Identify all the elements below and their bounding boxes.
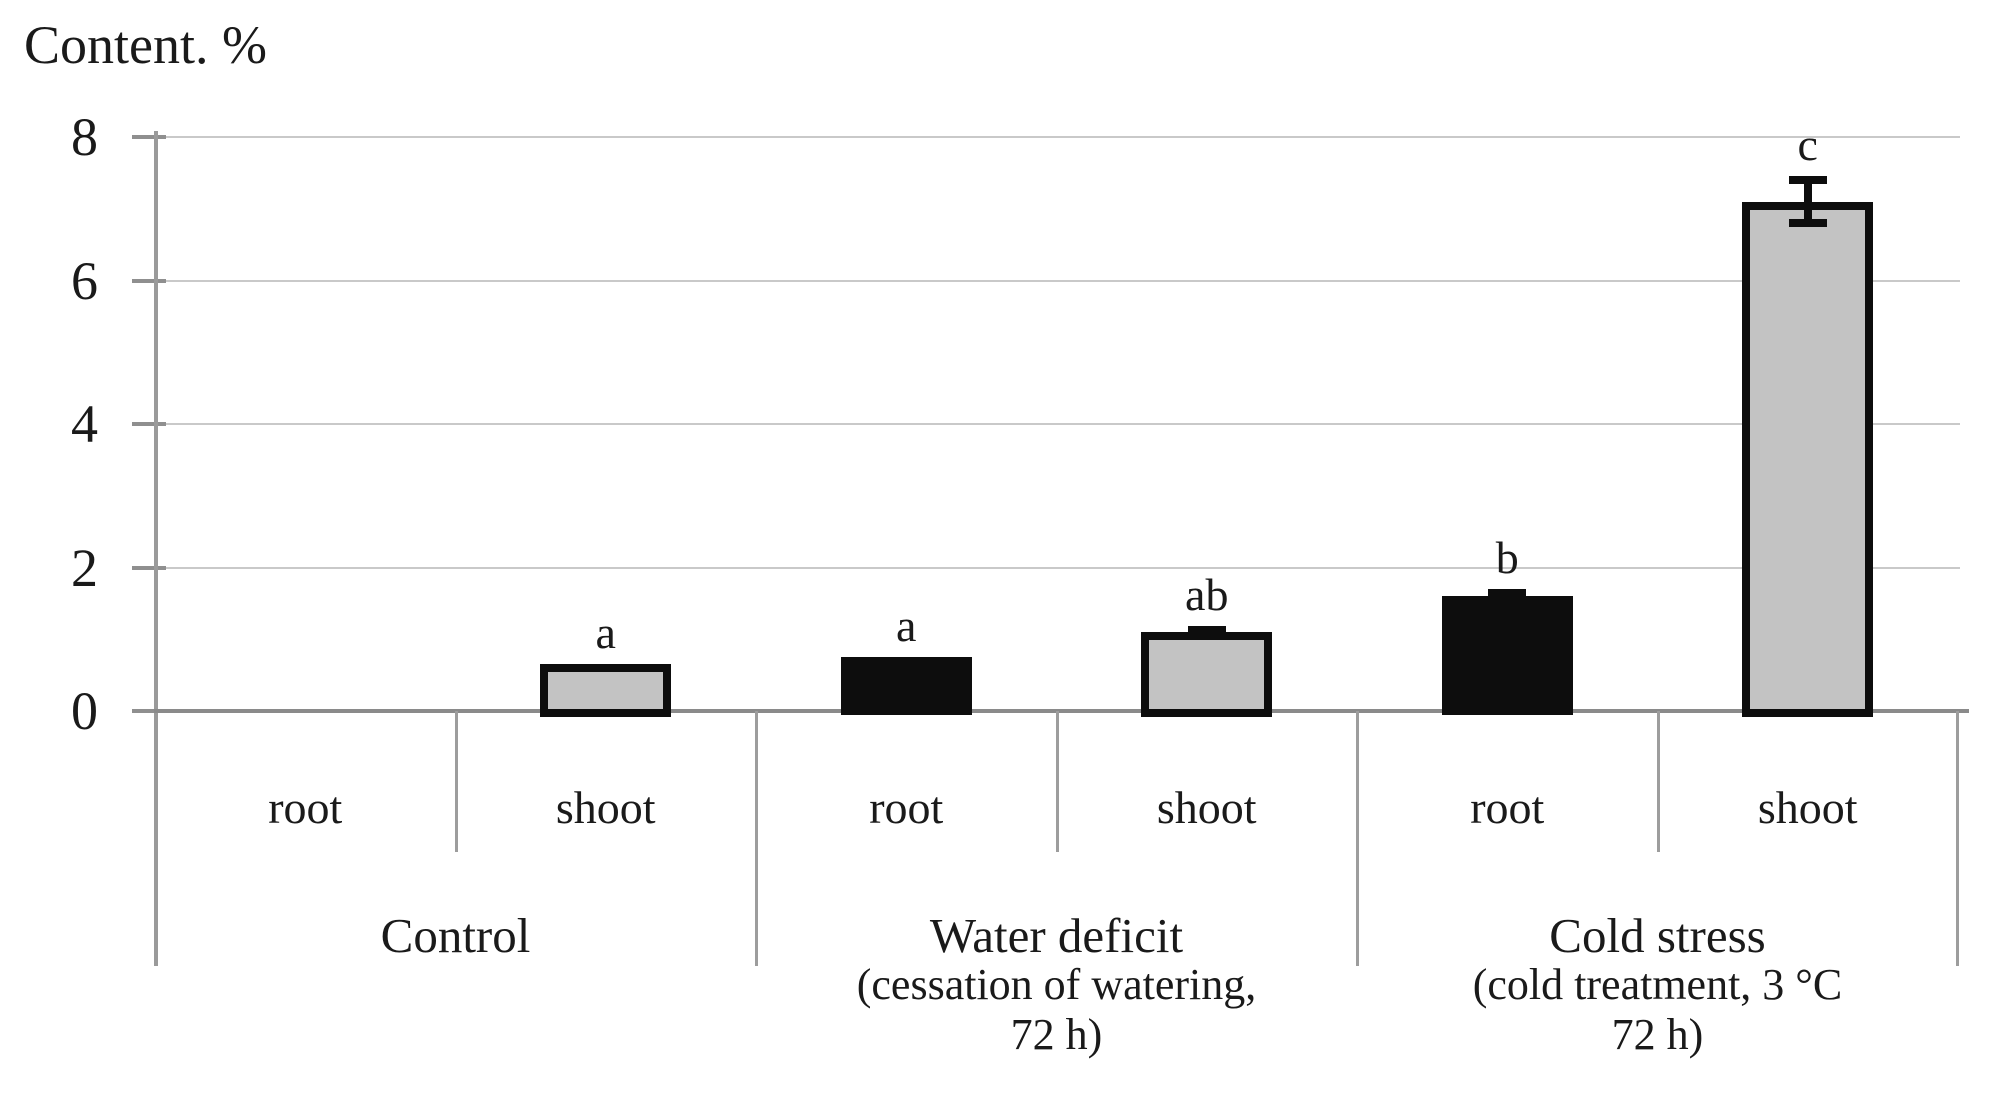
tissue-label-shoot: shoot bbox=[555, 782, 656, 833]
gridline-6 bbox=[156, 279, 1960, 282]
group-label-line: 72 h) bbox=[1611, 1010, 1704, 1059]
y-tick-label-4: 4 bbox=[71, 394, 98, 454]
bar-root-group3 bbox=[1441, 596, 1573, 715]
y-tick-mark-6 bbox=[132, 278, 166, 283]
gridline-2 bbox=[156, 566, 1960, 569]
group-separator bbox=[1356, 711, 1359, 966]
error-bar-cap-top bbox=[1488, 589, 1527, 598]
tissue-label-root: root bbox=[268, 782, 343, 833]
significance-letter: ab bbox=[1185, 569, 1229, 621]
tissue-label-shoot: shoot bbox=[1757, 782, 1858, 833]
bar-shoot-group3 bbox=[1742, 201, 1874, 717]
group-separator bbox=[755, 711, 758, 966]
group-label-line: (cold treatment, 3 °C bbox=[1472, 960, 1843, 1009]
y-tick-label-8: 8 bbox=[71, 107, 98, 167]
y-tick-mark-0 bbox=[132, 709, 166, 713]
gridline-8 bbox=[156, 136, 1960, 138]
bar-shoot-group2 bbox=[1141, 632, 1273, 717]
group-label-line: Water deficit bbox=[929, 908, 1184, 963]
significance-letter: a bbox=[595, 607, 616, 659]
y-axis-title: Content. % bbox=[24, 15, 267, 75]
y-tick-mark-2 bbox=[132, 565, 166, 570]
y-tick-label-0: 0 bbox=[71, 681, 98, 741]
bar-root-group2 bbox=[840, 657, 972, 715]
gridline-4 bbox=[156, 423, 1960, 425]
tissue-label-root: root bbox=[869, 782, 944, 833]
error-bar-cap-bottom bbox=[1488, 595, 1527, 604]
x-axis-baseline bbox=[154, 709, 1969, 713]
significance-letter: b bbox=[1495, 532, 1519, 584]
error-bar-cap-top bbox=[1788, 176, 1827, 185]
error-bar-cap-bottom bbox=[1788, 218, 1827, 227]
group-label-line: (cessation of watering, bbox=[856, 960, 1257, 1009]
tissue-label-root: root bbox=[1470, 782, 1545, 833]
tissue-separator bbox=[454, 711, 458, 852]
significance-letter: a bbox=[896, 600, 917, 652]
tissue-separator bbox=[1656, 711, 1660, 852]
error-bar-whisker bbox=[1803, 176, 1812, 227]
y-tick-label-6: 6 bbox=[71, 250, 98, 311]
y-tick-mark-8 bbox=[132, 135, 166, 139]
group-label-line: Control bbox=[380, 908, 531, 963]
error-bar-cap-bottom bbox=[1187, 629, 1226, 638]
y-tick-mark-4 bbox=[132, 422, 166, 426]
y-axis-line bbox=[154, 131, 158, 966]
group-label-line: Cold stress bbox=[1549, 908, 1766, 963]
tissue-separator bbox=[1055, 711, 1059, 852]
table-right-edge bbox=[1956, 711, 1959, 966]
tissue-label-shoot: shoot bbox=[1156, 782, 1257, 833]
bar-shoot-group1 bbox=[540, 664, 672, 717]
significance-letter: c bbox=[1797, 119, 1818, 171]
group-label-line: 72 h) bbox=[1010, 1010, 1103, 1059]
y-tick-label-2: 2 bbox=[71, 537, 98, 598]
